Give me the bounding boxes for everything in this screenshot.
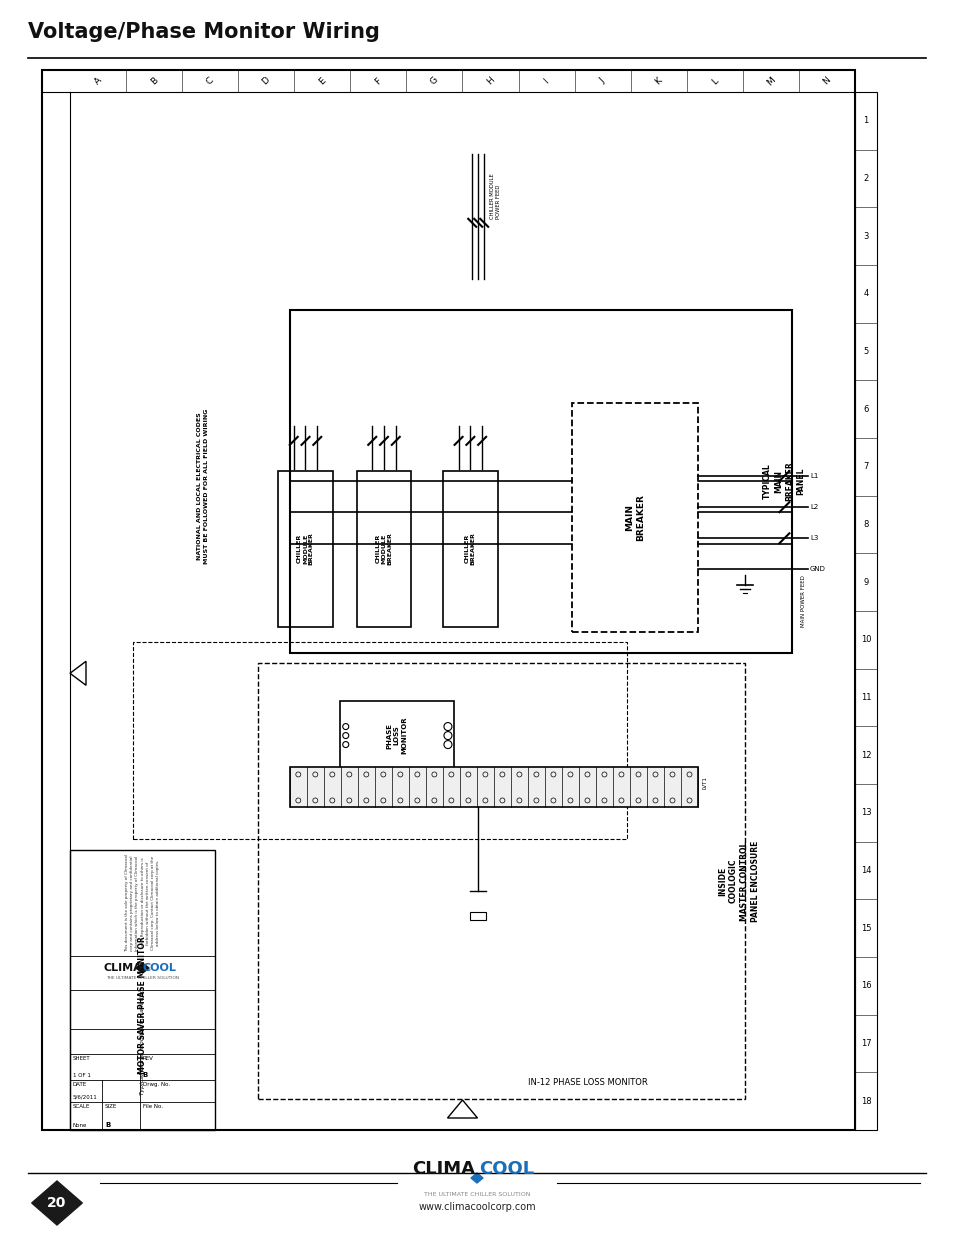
Text: REV: REV <box>143 1056 153 1061</box>
Text: M: M <box>764 75 776 86</box>
Text: GND: GND <box>809 567 825 573</box>
Text: 20: 20 <box>48 1195 67 1210</box>
Text: MAIN POWER FEED: MAIN POWER FEED <box>801 574 805 626</box>
Text: 3: 3 <box>862 232 868 241</box>
Bar <box>132 642 627 840</box>
Text: SCALE: SCALE <box>73 1104 91 1109</box>
Text: 6: 6 <box>862 405 868 414</box>
Text: www.climacoolcorp.com: www.climacoolcorp.com <box>417 1202 536 1212</box>
Text: H: H <box>484 75 496 86</box>
Text: CHILLER
MODULE
BREAKER: CHILLER MODULE BREAKER <box>297 532 314 566</box>
Text: L3: L3 <box>809 535 818 541</box>
Text: MAIN
BREAKER: MAIN BREAKER <box>625 494 644 541</box>
Text: D: D <box>260 75 272 86</box>
Text: 4: 4 <box>862 289 868 299</box>
Text: CHILLER MODULE
POWER FEED: CHILLER MODULE POWER FEED <box>490 173 501 219</box>
Text: 1 OF 1: 1 OF 1 <box>73 1072 91 1078</box>
Text: PHASE
LOSS
MONITOR: PHASE LOSS MONITOR <box>386 716 407 755</box>
Text: Voltage/Phase Monitor Wiring: Voltage/Phase Monitor Wiring <box>28 22 379 42</box>
Text: 17: 17 <box>860 1039 870 1049</box>
Polygon shape <box>70 661 86 685</box>
Text: SIZE: SIZE <box>105 1104 117 1109</box>
Text: L2: L2 <box>809 504 818 510</box>
Text: CHILLER
BREAKER: CHILLER BREAKER <box>464 532 476 566</box>
Bar <box>70 850 215 1130</box>
Text: A: A <box>92 75 103 86</box>
Bar <box>258 663 744 1099</box>
Bar <box>277 471 333 626</box>
Text: 15: 15 <box>860 924 870 932</box>
Text: K: K <box>653 75 663 86</box>
Bar <box>356 471 411 626</box>
Text: CHILLER
MODULE
BREAKER: CHILLER MODULE BREAKER <box>375 532 392 566</box>
Text: J: J <box>598 77 606 85</box>
Text: L: L <box>709 77 719 86</box>
Text: F: F <box>373 77 383 86</box>
Text: Drwg. No.: Drwg. No. <box>143 1082 170 1087</box>
Text: 1: 1 <box>862 116 868 125</box>
Text: B: B <box>105 1123 111 1128</box>
Text: LVT1: LVT1 <box>702 776 707 789</box>
Text: 10: 10 <box>860 635 870 645</box>
Text: N: N <box>821 75 832 86</box>
Text: 13: 13 <box>860 809 870 818</box>
Text: NATIONAL AND LOCAL ELECTRICAL CODES
MUST BE FOLLOWED FOR ALL FIELD WIRING: NATIONAL AND LOCAL ELECTRICAL CODES MUST… <box>197 409 210 564</box>
Text: B: B <box>143 1072 148 1078</box>
Polygon shape <box>471 1173 482 1183</box>
Text: THE ULTIMATE CHILLER SOLUTION: THE ULTIMATE CHILLER SOLUTION <box>106 976 179 981</box>
Text: 16: 16 <box>860 982 870 990</box>
Bar <box>290 767 698 808</box>
Text: THE ULTIMATE CHILLER SOLUTION: THE ULTIMATE CHILLER SOLUTION <box>423 1192 530 1197</box>
Bar <box>290 310 791 652</box>
Text: 12: 12 <box>860 751 870 760</box>
Text: CLIMA: CLIMA <box>412 1160 475 1178</box>
Text: 5: 5 <box>862 347 868 356</box>
Text: INSIDE
COOLOGIC
MASTER CONTROL
PANEL ENCLOSURE: INSIDE COOLOGIC MASTER CONTROL PANEL ENC… <box>718 840 760 921</box>
Text: 2: 2 <box>862 174 868 183</box>
Text: C: C <box>205 75 215 86</box>
Bar <box>854 91 876 1130</box>
Polygon shape <box>31 1181 82 1225</box>
Text: TYPICAL
MAIN
BREAKER
PANEL: TYPICAL MAIN BREAKER PANEL <box>762 462 804 501</box>
Text: 5/6/2011: 5/6/2011 <box>73 1095 97 1100</box>
Text: IN-12 PHASE LOSS MONITOR: IN-12 PHASE LOSS MONITOR <box>527 1078 647 1087</box>
Bar <box>339 700 454 771</box>
Text: 7: 7 <box>862 462 868 472</box>
Polygon shape <box>447 1100 477 1118</box>
Text: DATE: DATE <box>73 1082 87 1087</box>
Text: None: None <box>73 1123 88 1128</box>
Bar <box>470 911 486 920</box>
Bar <box>442 471 497 626</box>
Text: COOL: COOL <box>142 963 176 973</box>
Polygon shape <box>136 963 149 973</box>
Text: MOTOR SAVER PHASE MONITOR: MOTOR SAVER PHASE MONITOR <box>138 936 147 1074</box>
Text: SHEET: SHEET <box>73 1056 91 1061</box>
Bar <box>572 404 698 632</box>
Text: File No.: File No. <box>143 1104 163 1109</box>
Text: 14: 14 <box>860 866 870 876</box>
Text: 11: 11 <box>860 693 870 701</box>
Text: CLIMA: CLIMA <box>104 963 142 973</box>
Bar <box>42 70 854 1130</box>
Text: L1: L1 <box>809 473 818 479</box>
Text: Typical phase monitor installation: Typical phase monitor installation <box>140 988 145 1095</box>
Text: 9: 9 <box>862 578 868 587</box>
Text: B: B <box>149 75 159 86</box>
Text: COOL: COOL <box>478 1160 534 1178</box>
Text: 18: 18 <box>860 1097 870 1105</box>
Text: E: E <box>316 75 327 86</box>
Text: This document is the sole property of Climacool
corp and contains proprietary an: This document is the sole property of Cl… <box>125 853 160 952</box>
Text: 8: 8 <box>862 520 868 529</box>
Text: I: I <box>542 77 550 85</box>
Text: G: G <box>428 75 439 86</box>
